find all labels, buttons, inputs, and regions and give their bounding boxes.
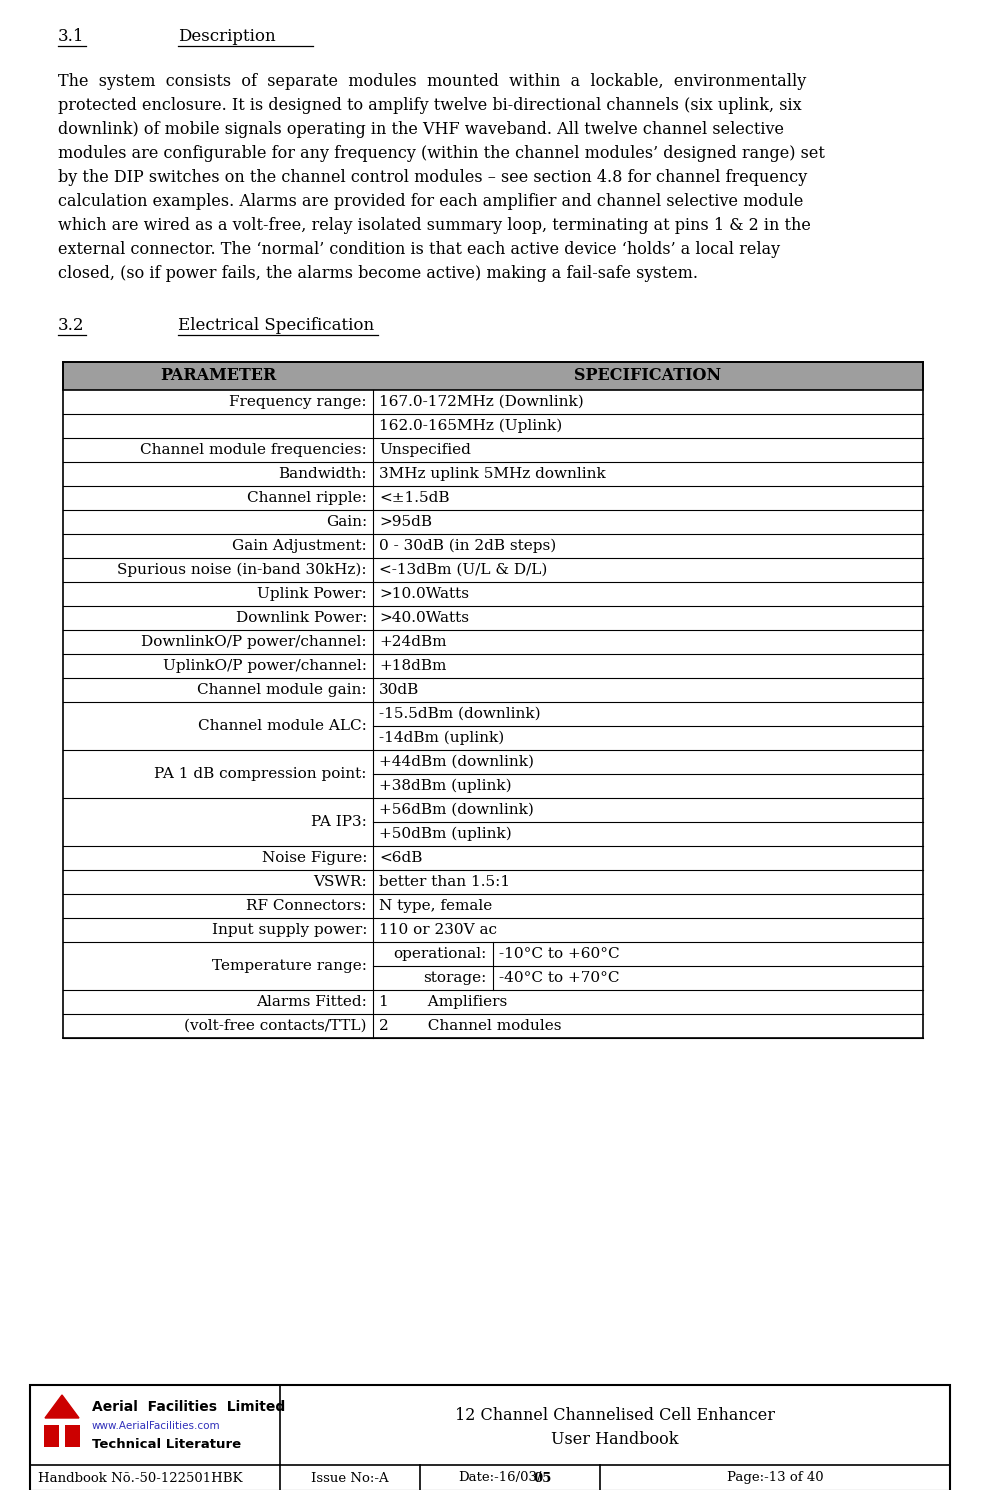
Text: -14dBm (uplink): -14dBm (uplink) <box>379 730 504 745</box>
Text: 30dB: 30dB <box>379 682 419 697</box>
Text: Spurious noise (in-band 30kHz):: Spurious noise (in-band 30kHz): <box>118 563 367 577</box>
Text: Page:-13 of 40: Page:-13 of 40 <box>727 1472 823 1484</box>
Text: 3MHz uplink 5MHz downlink: 3MHz uplink 5MHz downlink <box>379 466 605 481</box>
Text: N type, female: N type, female <box>379 898 492 913</box>
Text: 3.2: 3.2 <box>58 317 84 334</box>
Text: Alarms Fitted:: Alarms Fitted: <box>256 995 367 1009</box>
Text: RF Connectors:: RF Connectors: <box>246 898 367 913</box>
Text: Uplink Power:: Uplink Power: <box>257 587 367 600</box>
Text: by the DIP switches on the channel control modules – see section 4.8 for channel: by the DIP switches on the channel contr… <box>58 168 807 186</box>
Text: Description: Description <box>178 28 276 45</box>
Text: Electrical Specification: Electrical Specification <box>178 317 374 334</box>
Text: calculation examples. Alarms are provided for each amplifier and channel selecti: calculation examples. Alarms are provide… <box>58 194 803 210</box>
Text: PA 1 dB compression point:: PA 1 dB compression point: <box>154 767 367 781</box>
Text: Date:-16/03/: Date:-16/03/ <box>458 1472 542 1484</box>
Text: VSWR:: VSWR: <box>313 875 367 890</box>
Text: Bandwidth:: Bandwidth: <box>279 466 367 481</box>
Text: 1        Amplifiers: 1 Amplifiers <box>379 995 507 1009</box>
Text: 12 Channel Channelised Cell Enhancer: 12 Channel Channelised Cell Enhancer <box>455 1407 775 1423</box>
Text: Handbook Nō.-50-122501HBK: Handbook Nō.-50-122501HBK <box>38 1472 242 1484</box>
Text: protected enclosure. It is designed to amplify twelve bi-directional channels (s: protected enclosure. It is designed to a… <box>58 97 801 115</box>
Text: DownlinkO/P power/channel:: DownlinkO/P power/channel: <box>141 635 367 650</box>
Text: Temperature range:: Temperature range: <box>212 960 367 973</box>
Text: Noise Figure:: Noise Figure: <box>262 851 367 866</box>
Text: <6dB: <6dB <box>379 851 423 866</box>
Bar <box>65 1424 80 1447</box>
Text: Gain Adjustment:: Gain Adjustment: <box>232 539 367 553</box>
Text: +38dBm (uplink): +38dBm (uplink) <box>379 779 512 793</box>
Text: Unspecified: Unspecified <box>379 443 471 457</box>
Text: -15.5dBm (downlink): -15.5dBm (downlink) <box>379 706 541 721</box>
Text: downlink) of mobile signals operating in the VHF waveband. All twelve channel se: downlink) of mobile signals operating in… <box>58 121 784 139</box>
Text: +44dBm (downlink): +44dBm (downlink) <box>379 755 534 769</box>
Text: >95dB: >95dB <box>379 516 432 529</box>
Text: which are wired as a volt-free, relay isolated summary loop, terminating at pins: which are wired as a volt-free, relay is… <box>58 218 811 234</box>
Text: Input supply power:: Input supply power: <box>212 922 367 937</box>
Text: Technical Literature: Technical Literature <box>92 1438 241 1451</box>
Text: Downlink Power:: Downlink Power: <box>235 611 367 624</box>
Text: User Handbook: User Handbook <box>551 1430 679 1447</box>
Text: 05: 05 <box>534 1472 552 1484</box>
Text: Issue No:-A: Issue No:-A <box>311 1472 388 1484</box>
Text: Channel module gain:: Channel module gain: <box>197 682 367 697</box>
Text: 167.0-172MHz (Downlink): 167.0-172MHz (Downlink) <box>379 395 584 408</box>
Text: PARAMETER: PARAMETER <box>160 368 276 384</box>
Text: better than 1.5:1: better than 1.5:1 <box>379 875 510 890</box>
Text: The  system  consists  of  separate  modules  mounted  within  a  lockable,  env: The system consists of separate modules … <box>58 73 806 89</box>
Text: 3.1: 3.1 <box>58 28 84 45</box>
Text: Aerial  Facilities  Limited: Aerial Facilities Limited <box>92 1401 285 1414</box>
Text: +56dBm (downlink): +56dBm (downlink) <box>379 803 534 817</box>
Text: -10°C to +60°C: -10°C to +60°C <box>499 948 620 961</box>
Text: modules are configurable for any frequency (within the channel modules’ designed: modules are configurable for any frequen… <box>58 145 825 162</box>
Text: (volt-free contacts/TTL): (volt-free contacts/TTL) <box>184 1019 367 1033</box>
Bar <box>63 362 923 390</box>
Text: Channel module ALC:: Channel module ALC: <box>198 720 367 733</box>
Text: >10.0Watts: >10.0Watts <box>379 587 469 600</box>
Bar <box>30 1386 950 1490</box>
Polygon shape <box>45 1395 79 1418</box>
Text: closed, (so if power fails, the alarms become active) making a fail-safe system.: closed, (so if power fails, the alarms b… <box>58 265 698 282</box>
Text: +24dBm: +24dBm <box>379 635 446 650</box>
Text: PA IP3:: PA IP3: <box>311 815 367 828</box>
Text: external connector. The ‘normal’ condition is that each active device ‘holds’ a : external connector. The ‘normal’ conditi… <box>58 241 780 258</box>
Text: UplinkO/P power/channel:: UplinkO/P power/channel: <box>163 659 367 673</box>
Text: >40.0Watts: >40.0Watts <box>379 611 469 624</box>
Text: 0 - 30dB (in 2dB steps): 0 - 30dB (in 2dB steps) <box>379 539 556 553</box>
Text: SPECIFICATION: SPECIFICATION <box>575 368 722 384</box>
Text: 110 or 230V ac: 110 or 230V ac <box>379 922 497 937</box>
Text: Channel module frequencies:: Channel module frequencies: <box>140 443 367 457</box>
Text: +18dBm: +18dBm <box>379 659 446 673</box>
Text: Gain:: Gain: <box>326 516 367 529</box>
Text: operational:: operational: <box>393 948 487 961</box>
Text: <-13dBm (U/L & D/L): <-13dBm (U/L & D/L) <box>379 563 547 577</box>
Text: Channel ripple:: Channel ripple: <box>247 492 367 505</box>
Text: <±1.5dB: <±1.5dB <box>379 492 449 505</box>
Text: Frequency range:: Frequency range: <box>230 395 367 408</box>
Text: 162.0-165MHz (Uplink): 162.0-165MHz (Uplink) <box>379 419 562 434</box>
Text: 2        Channel modules: 2 Channel modules <box>379 1019 561 1033</box>
Text: www.AerialFacilities.com: www.AerialFacilities.com <box>92 1421 221 1430</box>
Text: +50dBm (uplink): +50dBm (uplink) <box>379 827 512 842</box>
Bar <box>44 1424 59 1447</box>
Text: storage:: storage: <box>424 971 487 985</box>
Text: -40°C to +70°C: -40°C to +70°C <box>499 971 619 985</box>
